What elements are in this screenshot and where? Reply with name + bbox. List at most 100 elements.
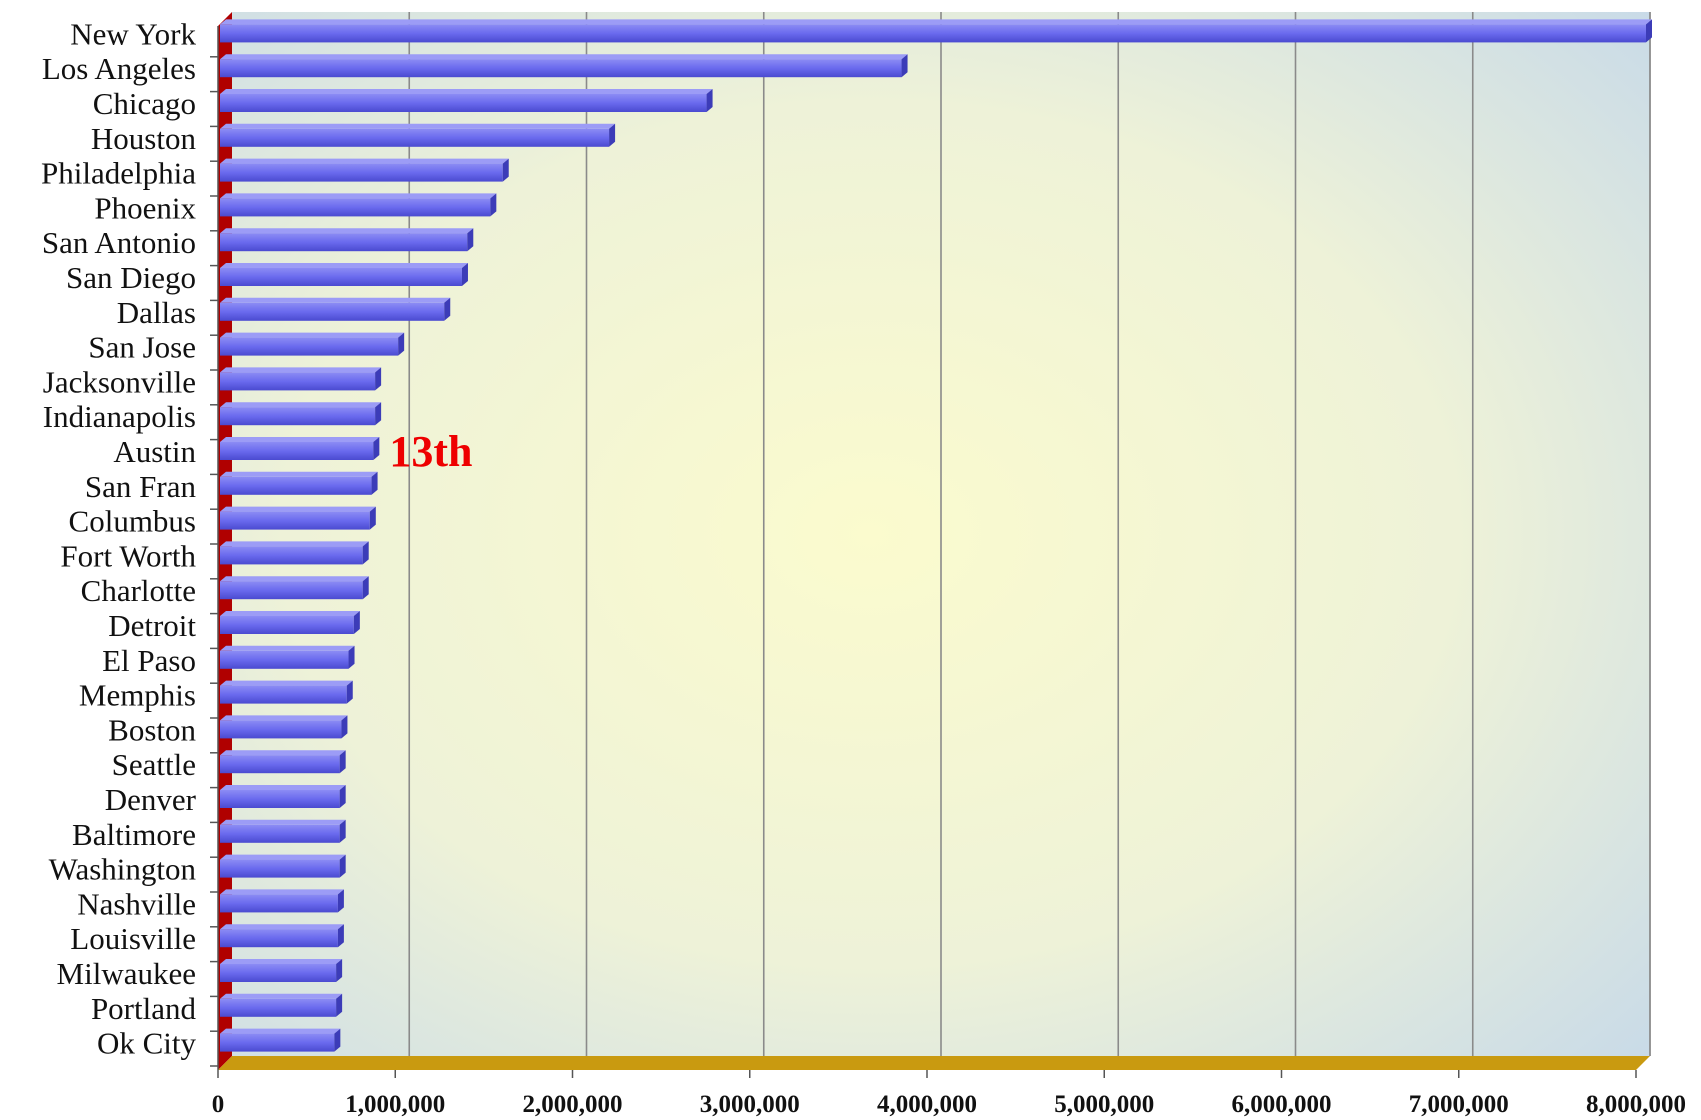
bar-end xyxy=(502,158,509,182)
bar-top xyxy=(220,819,346,825)
bar-end xyxy=(467,228,474,252)
category-label: Phoenix xyxy=(94,190,196,225)
bar-face xyxy=(220,163,503,182)
rank-annotation: 13th xyxy=(389,427,472,476)
bar-top xyxy=(220,924,344,930)
bar-face xyxy=(220,128,610,147)
bar xyxy=(220,611,360,634)
bar-end xyxy=(341,715,348,739)
bar-face xyxy=(220,929,338,948)
bar-face xyxy=(220,198,491,217)
x-tick-label: 6,000,000 xyxy=(1232,1091,1332,1118)
bar-top xyxy=(220,541,369,547)
bar-end xyxy=(490,193,497,217)
bar xyxy=(220,263,468,286)
bar-top xyxy=(220,54,908,60)
bar-end xyxy=(336,993,343,1017)
bar xyxy=(220,297,451,321)
bar xyxy=(220,785,346,808)
bar-end xyxy=(706,89,713,112)
bar-face xyxy=(220,720,342,739)
category-label: Washington xyxy=(49,852,197,887)
bar xyxy=(220,54,908,78)
bar xyxy=(220,889,344,913)
bar-face xyxy=(220,894,338,913)
bar-face xyxy=(220,94,707,112)
bar-face xyxy=(220,233,468,252)
bar xyxy=(220,1028,341,1052)
bar-top xyxy=(220,1028,341,1034)
bar-end xyxy=(1646,19,1652,43)
bar-end xyxy=(339,785,346,808)
category-label: Houston xyxy=(91,121,197,156)
bar-face xyxy=(220,755,340,774)
bar xyxy=(220,645,355,669)
bar-end xyxy=(461,263,468,286)
bar xyxy=(220,506,376,530)
bar-top xyxy=(220,680,353,686)
bar-top xyxy=(220,889,344,895)
category-label: Ok City xyxy=(97,1026,197,1061)
bar-face xyxy=(220,59,902,78)
category-label: Dallas xyxy=(117,295,196,330)
bar-face xyxy=(220,685,347,704)
bar-end xyxy=(371,471,378,495)
bar-face xyxy=(220,964,337,982)
bar-top xyxy=(220,993,343,999)
category-label: Detroit xyxy=(108,608,196,643)
category-label: Boston xyxy=(108,712,196,747)
bar-top xyxy=(220,611,360,616)
bar-end xyxy=(348,645,355,669)
bar-face xyxy=(220,337,399,356)
category-label: Baltimore xyxy=(72,817,196,852)
bar-top xyxy=(220,645,355,651)
bar-top xyxy=(220,437,380,442)
bar-top xyxy=(220,785,346,790)
category-label: Milwaukee xyxy=(57,956,196,991)
bar-end xyxy=(375,367,382,391)
bar xyxy=(220,959,343,982)
bar xyxy=(220,715,348,739)
bar-top xyxy=(220,959,343,964)
bar xyxy=(220,228,474,252)
bar-end xyxy=(901,54,908,78)
category-label: Austin xyxy=(113,434,196,469)
category-label: San Diego xyxy=(66,260,196,295)
bar xyxy=(220,332,405,356)
bar-end xyxy=(444,297,451,321)
bar xyxy=(220,437,380,460)
x-tick-label: 2,000,000 xyxy=(523,1091,623,1118)
bar xyxy=(220,576,369,600)
bar xyxy=(220,680,353,704)
bar-end xyxy=(337,924,344,948)
bar-top xyxy=(220,89,713,94)
bar-face xyxy=(220,302,445,321)
bar-end xyxy=(609,123,616,147)
bar-end xyxy=(362,576,369,600)
category-label: Los Angeles xyxy=(42,51,196,86)
gridlines xyxy=(408,12,1651,1056)
x-tick-label: 4,000,000 xyxy=(877,1091,977,1118)
bar-face xyxy=(220,546,363,565)
bar-end xyxy=(373,437,380,460)
bar-top xyxy=(220,263,468,268)
bar-end xyxy=(362,541,369,565)
x-tick-label: 0 xyxy=(212,1091,225,1118)
bar-face xyxy=(220,511,370,530)
bar-top xyxy=(220,367,382,373)
bar-top xyxy=(220,332,405,338)
category-label: San Fran xyxy=(85,469,197,504)
category-label: Seattle xyxy=(112,747,196,782)
x-tick-labels: 0 1,000,000 2,000,000 3,000,000 4,000,000 5,0… xyxy=(212,1070,1686,1118)
floor xyxy=(218,1056,1650,1070)
bar-top xyxy=(220,193,497,199)
category-label: Columbus xyxy=(69,504,196,539)
bar-top xyxy=(220,506,376,512)
bar xyxy=(220,471,378,495)
bar-series xyxy=(220,19,1652,1052)
bar-face xyxy=(220,616,354,634)
bar-top xyxy=(220,123,616,129)
bar-face xyxy=(220,650,349,669)
bar-top xyxy=(220,576,369,582)
bar-top xyxy=(220,854,346,860)
